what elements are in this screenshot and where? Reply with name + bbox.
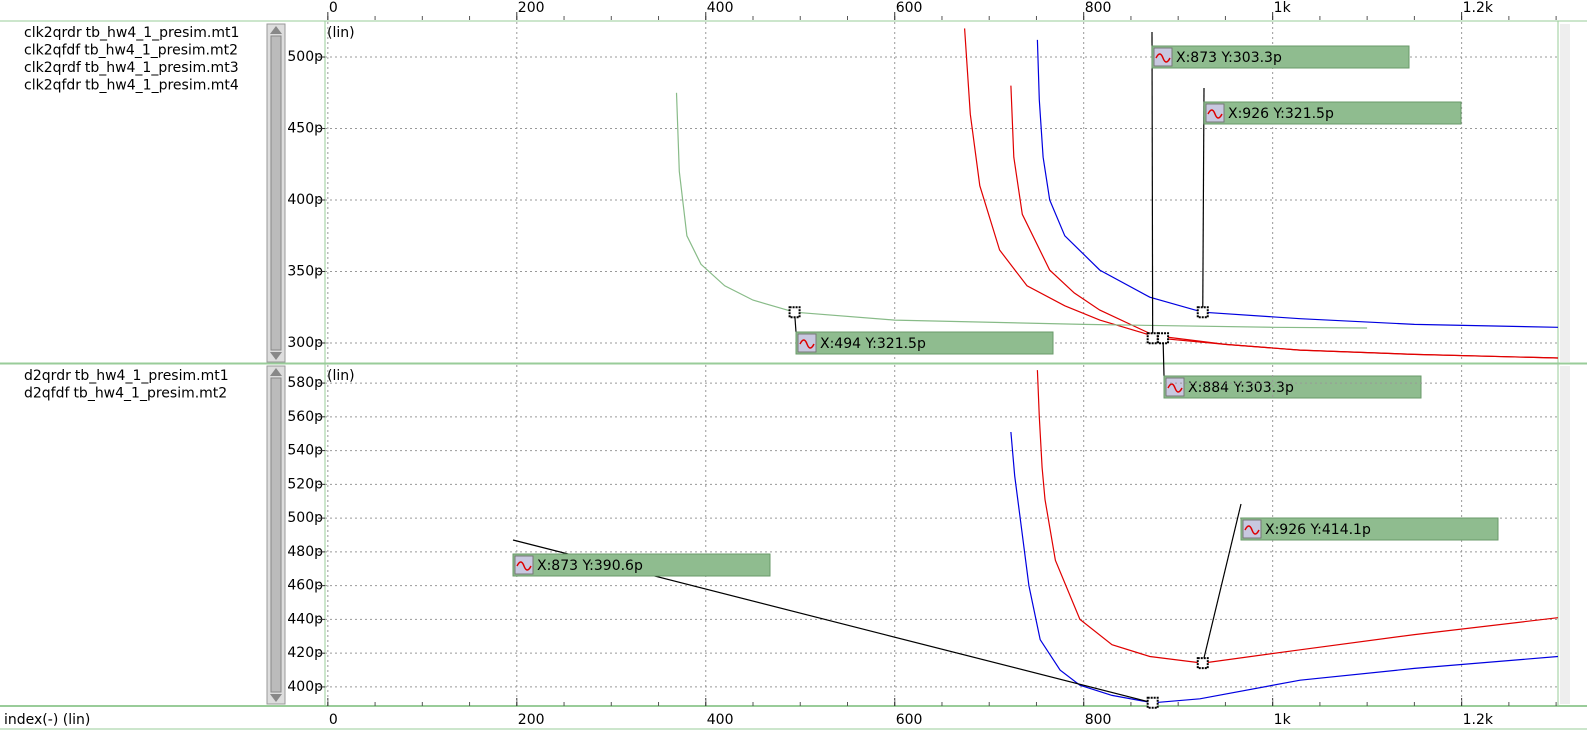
annotation-bg [512,553,771,577]
x-tick-label: 0 [329,712,338,728]
annotation-bg [1151,45,1410,69]
scrollbar[interactable] [1560,24,1570,362]
annotation-leader [1202,503,1242,664]
y-tick-label: 560p [287,409,323,425]
legend-name: d2qrdr [24,368,71,384]
scrollbar[interactable] [1560,366,1570,704]
x-tick-label: 800 [1085,712,1112,728]
annotation-leader [1151,31,1154,339]
marker [1196,657,1209,670]
series-line [1036,370,1558,664]
annotation-text: X:926 Y:321.5p [1228,106,1334,122]
marker [788,306,801,319]
x-axis-label: index(-) (lin) [4,712,90,728]
x-tick-label: 800 [1085,0,1112,16]
marker [1146,332,1159,345]
legend-source: tb_hw4_1_presim.mt4 [85,78,239,94]
y-tick-label: 400p [287,192,323,208]
annotation-text: X:884 Y:303.3p [1188,380,1294,396]
plot-area [1010,370,1558,704]
annotation-icon-wave [1207,109,1223,119]
annotation-icon-wave [1244,525,1260,535]
y-tick-label: 350p [287,263,323,279]
legend-source: tb_hw4_1_presim.mt2 [84,43,238,59]
x-tick-label: 1.2k [1463,712,1494,728]
y-tick-label: 460p [287,578,323,594]
annotation-icon-wave [1155,53,1171,63]
annotation-bg [1240,517,1499,541]
annotation-text: X:494 Y:321.5p [820,336,926,352]
legend-name: clk2qrdr [24,25,82,41]
y-tick-label: 440p [287,611,323,627]
annotation-box[interactable]: X:873 Y:390.6p [512,553,771,577]
legend-name: clk2qfdf [24,43,81,59]
plot-area [675,28,1558,359]
y-tick-label: 500p [287,510,323,526]
series-line [1010,431,1558,704]
y-tick-label: 420p [287,645,323,661]
series-line [1010,85,1558,359]
annotation-icon-wave [1167,383,1183,393]
series-line [1036,39,1558,328]
x-tick-label: 0 [329,0,338,16]
x-tick-label: 1k [1274,0,1292,16]
scrollbar[interactable] [266,23,286,363]
scale-label: (lin) [327,25,355,41]
annotation-leader [1162,338,1165,377]
series-line [675,92,1368,329]
legend-source: tb_hw4_1_presim.mt3 [85,60,239,76]
x-tick-label: 600 [896,0,923,16]
legend-source: tb_hw4_1_presim.mt1 [75,368,229,384]
legend-name: clk2qrdf [24,60,82,76]
annotation-text: X:926 Y:414.1p [1265,522,1371,538]
scrollbar[interactable] [266,365,286,705]
x-tick-label: 400 [707,0,734,16]
annotation-box[interactable]: X:873 Y:303.3p [1151,45,1410,69]
x-tick-label: 200 [518,0,545,16]
annotation-box[interactable]: X:926 Y:414.1p [1240,517,1499,541]
legend-name: clk2qfdr [24,78,81,94]
annotation-leader [1202,87,1205,313]
y-tick-label: 480p [287,544,323,560]
y-tick-label: 540p [287,443,323,459]
y-tick-label: 300p [287,335,323,351]
x-tick-label: 200 [518,712,545,728]
marker [1196,306,1209,319]
y-tick-label: 450p [287,121,323,137]
annotation-icon-wave [799,339,815,349]
x-tick-label: 1.2k [1463,0,1494,16]
annotation-icon-wave [516,561,532,571]
annotation-bg [1163,375,1422,399]
annotation-box[interactable]: X:494 Y:321.5p [795,331,1054,355]
annotation-bg [795,331,1054,355]
annotation-box[interactable]: X:884 Y:303.3p [1163,375,1422,399]
y-tick-label: 400p [287,679,323,695]
annotation-bg [1203,101,1462,125]
annotation-box[interactable]: X:926 Y:321.5p [1203,101,1462,125]
y-tick-label: 520p [287,476,323,492]
scale-label: (lin) [327,368,355,384]
legend-source: tb_hw4_1_presim.mt2 [73,386,227,402]
y-tick-label: 500p [287,49,323,65]
annotation-text: X:873 Y:390.6p [537,558,643,574]
marker [1146,696,1159,709]
x-tick-label: 600 [896,712,923,728]
legend-source: tb_hw4_1_presim.mt1 [86,25,240,41]
marker [1157,332,1170,345]
x-tick-label: 400 [707,712,734,728]
annotation-text: X:873 Y:303.3p [1176,50,1282,66]
y-tick-label: 580p [287,375,323,391]
legend-name: d2qfdf [24,386,70,402]
x-tick-label: 1k [1274,712,1292,728]
